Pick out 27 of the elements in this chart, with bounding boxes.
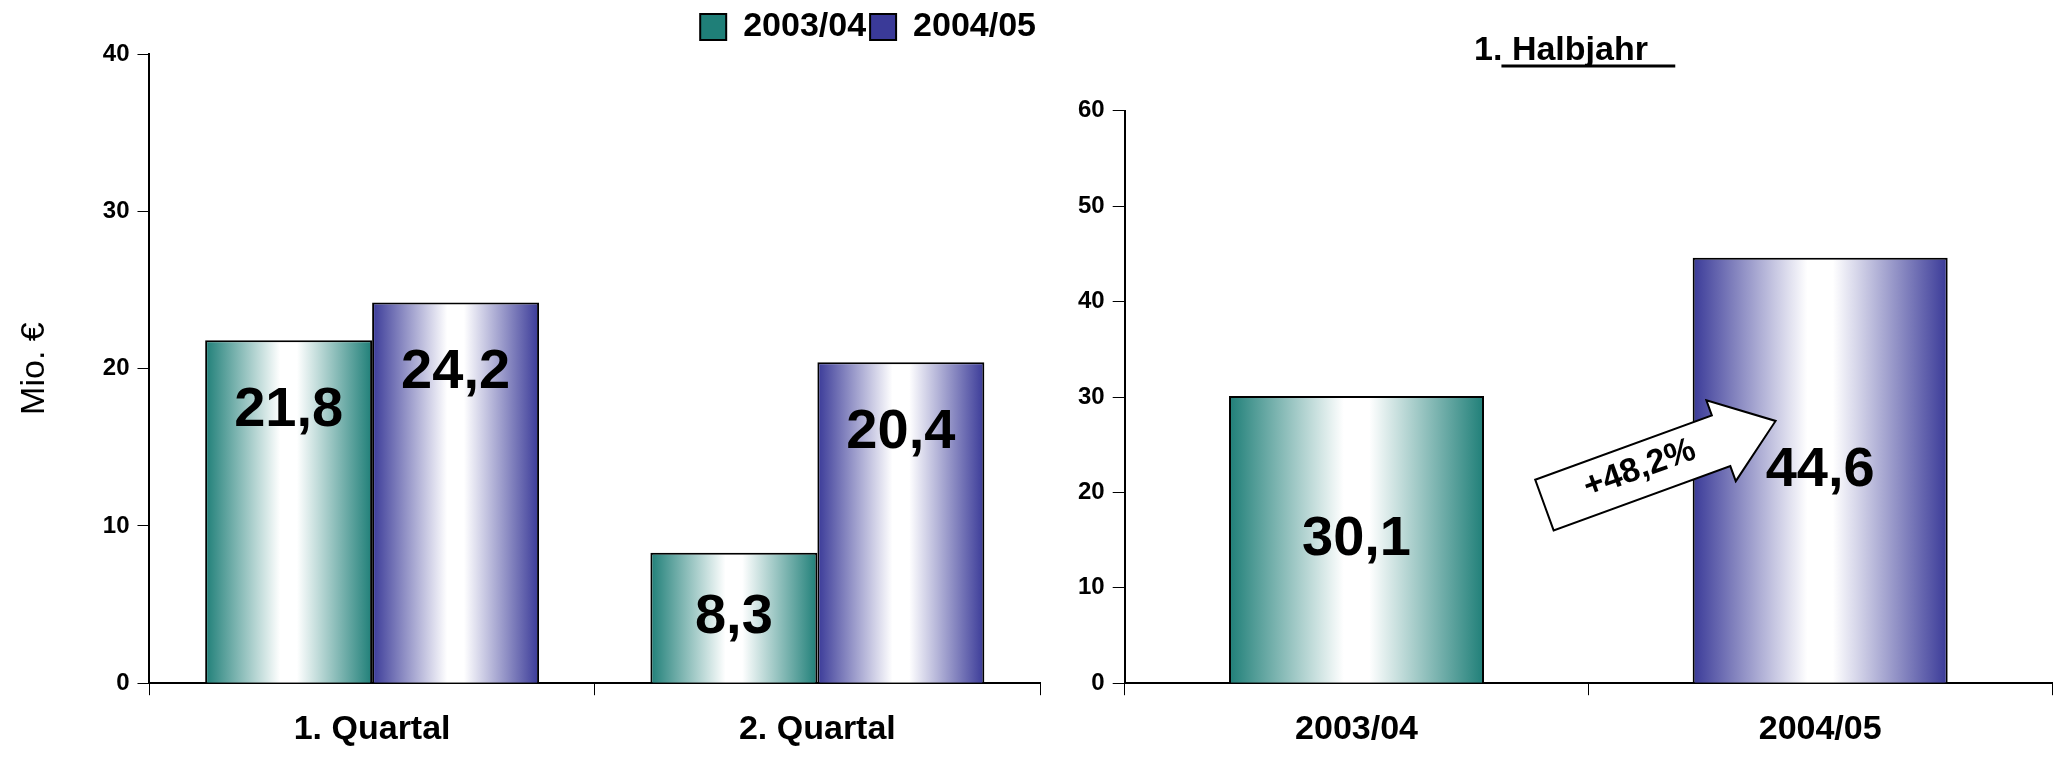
y-axis-title: Mio. € [12,322,51,415]
data-label: 30,1 [1302,503,1412,567]
y-tick-label: 0 [1091,667,1105,695]
data-label: 8,3 [694,582,773,646]
y-tick-label: 10 [102,510,130,538]
y-tick-label: 40 [102,38,130,66]
y-tick-label: 60 [1077,95,1105,123]
data-label: 21,8 [234,374,344,438]
y-tick-label: 50 [1077,190,1105,218]
y-tick-label: 20 [102,353,130,381]
legend-label: 2003/04 [743,5,867,44]
y-tick-label: 0 [116,667,130,695]
y-tick-label: 20 [1077,477,1105,505]
x-tick-label: 2003/04 [1295,707,1419,746]
legend-label: 2004/05 [913,5,1036,44]
x-tick-label: 2. Quartal [738,707,896,746]
data-label: 44,6 [1765,434,1875,498]
y-tick-label: 30 [102,195,130,223]
annotation: +48,2% [1576,427,1701,507]
data-label: 24,2 [401,336,511,400]
y-tick-label: 30 [1077,381,1105,409]
chart-title: 1. Halbjahr [1474,28,1648,67]
x-tick-label: 2004/05 [1758,707,1882,746]
x-tick-label: 1. Quartal [293,707,451,746]
data-label: 20,4 [846,396,956,460]
y-tick-label: 10 [1077,572,1105,600]
y-tick-label: 40 [1077,286,1105,314]
